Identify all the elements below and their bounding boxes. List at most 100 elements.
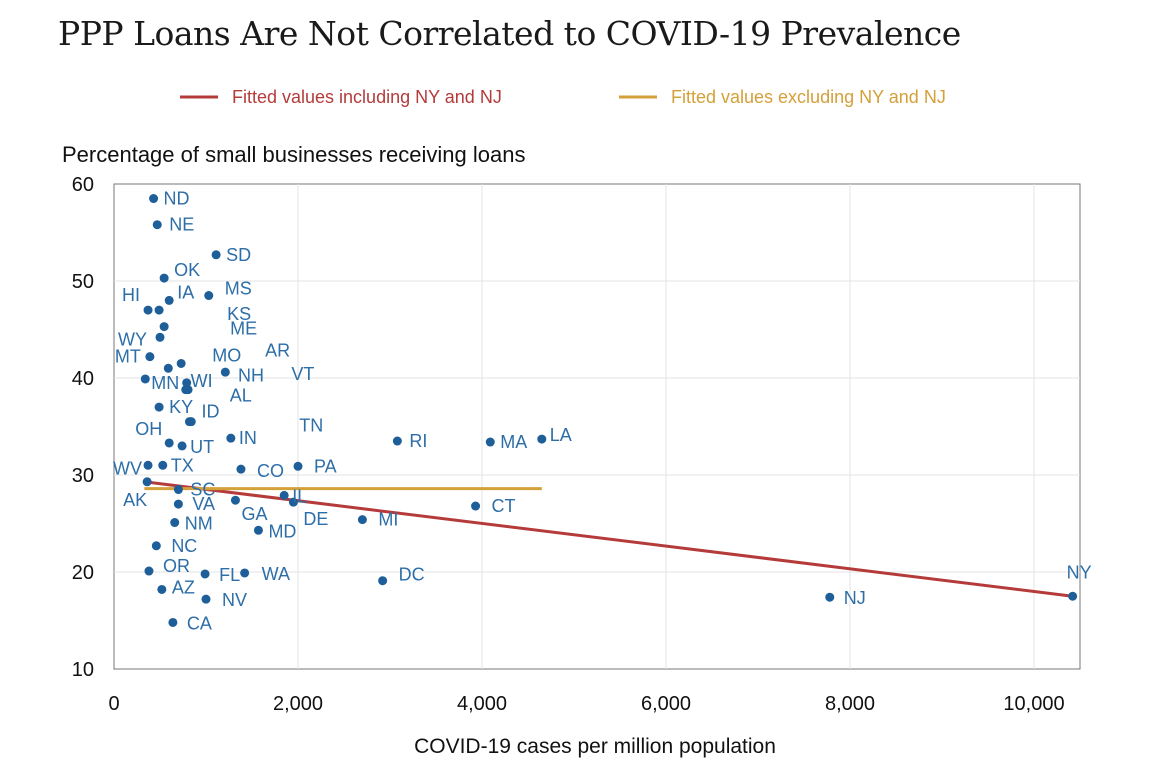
chart-title: PPP Loans Are Not Correlated to COVID-19… [58,14,961,53]
x-tick-label: 10,000 [1003,693,1064,715]
data-point [825,592,835,602]
point-label: NJ [844,588,866,608]
point-label: DE [303,509,328,529]
data-points [140,194,1078,627]
data-point [226,433,236,443]
x-tick-label: 0 [108,693,119,715]
data-point [186,417,196,427]
data-point [142,477,152,487]
x-tick-label: 4,000 [457,693,507,715]
point-label: MN [151,373,179,393]
y-tick-label: 50 [72,271,94,293]
point-label: OK [174,260,200,280]
legend: Fitted values including NY and NJ Fitted… [180,87,946,107]
data-point [378,576,388,586]
point-label: ME [230,319,257,339]
point-label: FL [219,565,240,585]
plot-frame [113,183,1081,670]
point-label: RI [409,431,427,451]
point-label: NY [1067,562,1092,582]
data-point [140,374,150,384]
data-point [170,518,180,528]
point-label: MT [115,347,141,367]
data-point [485,437,495,447]
point-label: OH [135,419,162,439]
point-label: AR [265,340,290,360]
data-point [236,464,246,474]
x-tick-label: 2,000 [273,693,323,715]
point-label: NC [171,536,197,556]
data-point [159,273,169,283]
legend-label-fit-including: Fitted values including NY and NJ [232,87,502,107]
point-label: WY [118,329,147,349]
data-point [200,569,210,579]
data-point [288,497,298,507]
point-label: NM [185,514,213,534]
data-point [1068,591,1078,601]
data-point [159,322,169,332]
data-point [173,499,183,509]
point-label: SC [190,480,215,500]
legend-label-fit-excluding: Fitted values excluding NY and NJ [671,87,946,107]
data-point [293,461,303,471]
data-point [240,568,250,578]
data-point [357,515,367,525]
y-tick-label: 60 [72,174,94,196]
data-point [151,541,161,551]
data-point [157,584,167,594]
point-label: TX [171,455,194,475]
data-point [204,291,214,301]
y-tick-label: 40 [72,368,94,390]
point-label: AK [123,490,147,510]
point-label: NH [238,366,264,386]
data-point [253,525,263,535]
data-point [158,460,168,470]
point-label: AL [230,386,252,406]
point-label: IL [292,486,307,506]
fit-lines [144,480,1073,598]
point-label: CT [492,496,516,516]
data-point [164,295,174,305]
y-axis-ticks: 10 20 30 40 50 60 [72,174,94,681]
data-point [220,367,230,377]
point-label: CA [187,613,212,633]
data-point [154,305,164,315]
data-point [177,441,187,451]
point-label: UT [190,437,214,457]
data-point [392,436,402,446]
point-label: MD [268,521,296,541]
data-point [145,352,155,362]
point-label: WV [113,458,142,478]
point-label: IA [177,282,194,302]
data-point [144,566,154,576]
data-point [230,495,240,505]
point-label: IN [239,428,257,448]
data-point [183,385,193,395]
gridlines [114,184,1080,669]
data-point [143,460,153,470]
point-label: DC [399,565,425,585]
point-label: NV [222,590,247,610]
x-axis-label: COVID-19 cases per million population [414,735,776,758]
point-label: OR [163,556,190,576]
x-axis-ticks: 0 2,000 4,000 6,000 8,000 10,000 [108,693,1064,715]
data-point [168,617,178,627]
data-point [182,378,192,388]
point-label: AZ [172,577,195,597]
point-label: MI [378,510,398,530]
y-axis-label: Percentage of small businesses receiving… [62,142,525,167]
data-point [201,594,211,604]
point-label: VA [192,494,215,514]
data-point [173,485,183,495]
data-point [149,194,159,204]
point-label: NE [169,215,194,235]
data-point [143,305,153,315]
data-point [537,434,547,444]
point-label: CO [257,461,284,481]
data-point [176,358,186,368]
data-point [154,402,164,412]
y-tick-label: 30 [72,465,94,487]
point-label: TN [299,416,323,436]
